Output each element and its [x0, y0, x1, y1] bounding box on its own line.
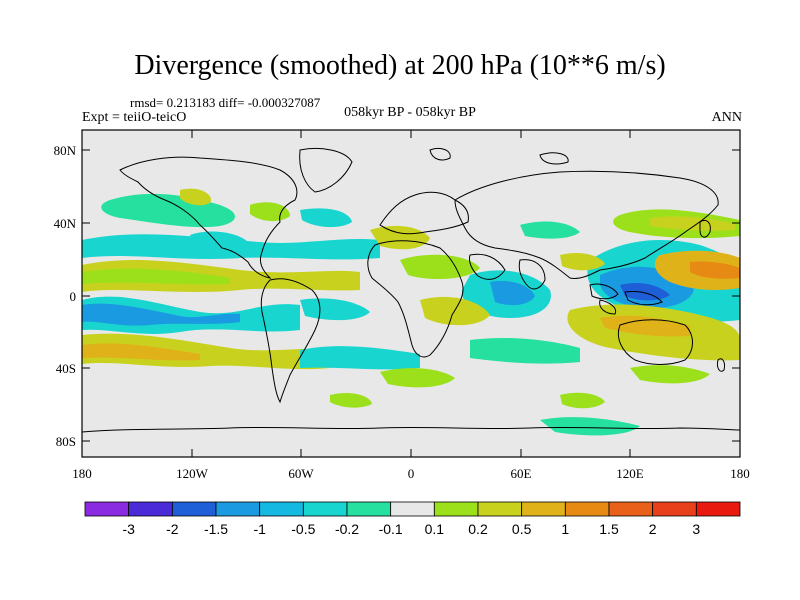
colorbar-label: 1	[561, 521, 569, 537]
y-axis-ticks	[82, 149, 740, 442]
divergence-field	[82, 188, 740, 436]
colorbar	[84, 501, 741, 517]
colorbar-label: -3	[122, 521, 135, 537]
x-tick-label: 120W	[176, 466, 209, 481]
colorbar-label: -0.2	[335, 521, 359, 537]
y-axis-labels: 80N 40N 0 40S 80S	[54, 143, 77, 449]
colorbar-label: 0.2	[468, 521, 488, 537]
colorbar-labels: -3 -2 -1.5 -1 -0.5 -0.2 -0.1 0.1 0.2 0.5 1 1.5 2 3	[122, 521, 700, 537]
plot-title: Divergence (smoothed) at 200 hPa (10**6 …	[134, 50, 666, 81]
x-tick-label: 60W	[288, 466, 314, 481]
colorbar-swatch	[608, 501, 654, 517]
colorbar-label: -0.1	[379, 521, 403, 537]
colorbar-swatch	[259, 501, 304, 517]
colorbar-swatch	[652, 501, 697, 517]
colorbar-label: 0.5	[512, 521, 532, 537]
y-tick-label: 40S	[56, 361, 76, 376]
period-label: 058kyr BP - 058kyr BP	[344, 105, 476, 120]
y-tick-label: 40N	[54, 216, 77, 231]
colorbar-swatch	[477, 501, 523, 517]
colorbar-swatch	[128, 501, 173, 517]
colorbar-label: 0.1	[425, 521, 445, 537]
y-tick-label: 0	[70, 289, 77, 304]
x-tick-label: 180	[730, 466, 750, 481]
x-tick-label: 180	[72, 466, 92, 481]
colorbar-swatch	[521, 501, 566, 517]
colorbar-swatch	[215, 501, 261, 517]
colorbar-swatch	[390, 501, 435, 517]
colorbar-label: -1.5	[204, 521, 228, 537]
x-axis-labels: 180 120W 60W 0 60E 120E 180	[72, 466, 750, 481]
colorbar-swatch	[346, 501, 392, 517]
x-tick-label: 60E	[511, 466, 532, 481]
y-tick-label: 80N	[54, 143, 77, 158]
coastlines	[82, 147, 740, 433]
colorbar-label: -1	[253, 521, 266, 537]
colorbar-swatch	[84, 501, 130, 517]
x-tick-label: 0	[408, 466, 415, 481]
colorbar-swatch	[695, 501, 741, 517]
colorbar-swatch	[171, 501, 217, 517]
x-axis-ticks	[81, 130, 741, 457]
colorbar-swatch	[564, 501, 610, 517]
colorbar-label: -0.5	[291, 521, 315, 537]
colorbar-swatch	[302, 501, 348, 517]
colorbar-label: 3	[692, 521, 700, 537]
x-tick-label: 120E	[616, 466, 644, 481]
colorbar-swatch	[433, 501, 479, 517]
y-tick-label: 80S	[56, 434, 76, 449]
stats-text: rmsd= 0.213183 diff= -0.000327087	[130, 95, 321, 110]
colorbar-label: 2	[649, 521, 657, 537]
colorbar-label: 1.5	[599, 521, 619, 537]
season-label: ANN	[711, 110, 742, 125]
experiment-label: Expt = teiiO-teicO	[82, 110, 187, 125]
colorbar-label: -2	[166, 521, 179, 537]
